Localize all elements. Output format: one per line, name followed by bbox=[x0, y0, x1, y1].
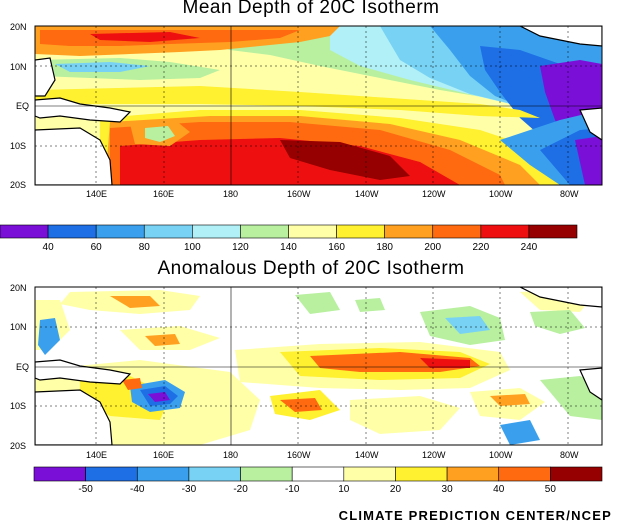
mean-colorbar-swatch bbox=[480, 224, 530, 239]
anomaly-dotted-grid bbox=[35, 287, 602, 445]
anomaly-lat-label: 10N bbox=[10, 322, 27, 332]
anomaly-colorbar-label: -20 bbox=[233, 484, 248, 495]
anomaly-colorbar-swatch bbox=[188, 466, 241, 482]
mean-colorbar-swatch bbox=[528, 224, 578, 239]
anomaly-lon-label: 180 bbox=[223, 450, 238, 460]
mean-depth-colorbar: 40 60 80 100 120 140 160 180 200 220 240 bbox=[0, 224, 578, 253]
anomaly-colorbar-swatch bbox=[33, 466, 86, 482]
anomaly-lon-label: 100W bbox=[489, 450, 513, 460]
mean-colorbar-label: 240 bbox=[521, 242, 538, 253]
mean-lon-label: 140E bbox=[86, 189, 107, 199]
mean-colorbar-swatch bbox=[336, 224, 385, 239]
mean-colorbar-label: 220 bbox=[472, 242, 489, 253]
anomaly-colorbar-label: 30 bbox=[442, 484, 454, 495]
mean-lon-label: 160W bbox=[287, 189, 311, 199]
anomaly-colorbar-swatch bbox=[446, 466, 500, 482]
mean-lon-label: 100W bbox=[489, 189, 513, 199]
mean-colorbar-swatch bbox=[192, 224, 241, 239]
mean-lat-label: 10S bbox=[10, 141, 26, 151]
mean-colorbar-label: 60 bbox=[91, 242, 103, 253]
anomaly-colorbar-swatch bbox=[136, 466, 190, 482]
anomaly-colorbar-label: 10 bbox=[338, 484, 350, 495]
anomaly-lat-label: 10S bbox=[10, 401, 26, 411]
mean-colorbar-swatch bbox=[432, 224, 482, 239]
anomaly-lat-label: 20S bbox=[10, 441, 26, 451]
anomaly-lat-label: EQ bbox=[16, 362, 29, 372]
anomaly-colorbar: -50 -40 -30 -20 -10 10 20 30 40 50 bbox=[33, 466, 603, 495]
mean-colorbar-label: 140 bbox=[280, 242, 297, 253]
mean-colorbar-swatch bbox=[384, 224, 434, 239]
anomaly-colorbar-swatch bbox=[240, 466, 293, 482]
mean-colorbar-label: 160 bbox=[328, 242, 345, 253]
mean-lon-label: 80W bbox=[560, 189, 579, 199]
anomaly-depth-title: Anomalous Depth of 20C Isotherm bbox=[157, 258, 465, 279]
anomaly-colorbar-label: -40 bbox=[130, 484, 145, 495]
anomaly-colorbar-label: -10 bbox=[285, 484, 300, 495]
mean-lat-label: EQ bbox=[16, 101, 29, 111]
mean-colorbar-swatch bbox=[240, 224, 289, 239]
anomaly-lon-label: 160W bbox=[287, 450, 311, 460]
mean-depth-title: Mean Depth of 20C Isotherm bbox=[182, 0, 440, 18]
anomaly-colorbar-label: 50 bbox=[545, 484, 557, 495]
mean-colorbar-swatch bbox=[0, 224, 49, 239]
mean-colorbar-label: 180 bbox=[376, 242, 393, 253]
mean-colorbar-label: 40 bbox=[43, 242, 55, 253]
mean-lon-label: 120W bbox=[422, 189, 446, 199]
anomaly-colorbar-swatch bbox=[395, 466, 448, 482]
mean-colorbar-label: 120 bbox=[232, 242, 249, 253]
anomaly-frame bbox=[34, 286, 603, 446]
anomaly-lon-label: 140W bbox=[355, 450, 379, 460]
anomaly-lon-label: 80W bbox=[560, 450, 579, 460]
mean-lat-label: 20N bbox=[10, 22, 27, 32]
anomaly-colorbar-label: -50 bbox=[78, 484, 93, 495]
credit-text: CLIMATE PREDICTION CENTER/NCEP bbox=[338, 508, 612, 523]
anomaly-depth-map bbox=[35, 287, 602, 445]
anomaly-colorbar-swatch bbox=[291, 466, 345, 482]
anomaly-lat-label: 20N bbox=[10, 283, 27, 293]
mean-lon-label: 160E bbox=[153, 189, 174, 199]
mean-depth-dotted-grid bbox=[35, 26, 602, 185]
mean-colorbar-swatch bbox=[95, 224, 145, 239]
mean-colorbar-swatch bbox=[143, 224, 193, 239]
anomaly-colorbar-swatch bbox=[343, 466, 396, 482]
mean-colorbar-swatch bbox=[288, 224, 337, 239]
mean-colorbar-label: 80 bbox=[139, 242, 151, 253]
mean-lon-label: 140W bbox=[355, 189, 379, 199]
anomaly-gridlines bbox=[35, 287, 602, 445]
anomaly-lon-label: 120W bbox=[422, 450, 446, 460]
mean-colorbar-label: 200 bbox=[424, 242, 441, 253]
mean-depth-frame bbox=[34, 25, 603, 186]
mean-lon-label: 180 bbox=[223, 189, 238, 199]
mean-colorbar-swatch bbox=[47, 224, 97, 239]
anomaly-lon-label: 140E bbox=[86, 450, 107, 460]
mean-colorbar-label: 100 bbox=[184, 242, 201, 253]
anomaly-colorbar-label: 20 bbox=[390, 484, 402, 495]
anomaly-colorbar-swatch bbox=[550, 466, 603, 482]
mean-lat-label: 20S bbox=[10, 180, 26, 190]
mean-lat-label: 10N bbox=[10, 62, 27, 72]
anomaly-colorbar-label: 40 bbox=[493, 484, 505, 495]
anomaly-colorbar-swatch bbox=[85, 466, 138, 482]
mean-depth-gridlines bbox=[35, 26, 602, 185]
anomaly-colorbar-label: -30 bbox=[182, 484, 197, 495]
mean-depth-map bbox=[35, 26, 602, 185]
anomaly-colorbar-swatch bbox=[498, 466, 551, 482]
anomaly-lon-label: 160E bbox=[153, 450, 174, 460]
